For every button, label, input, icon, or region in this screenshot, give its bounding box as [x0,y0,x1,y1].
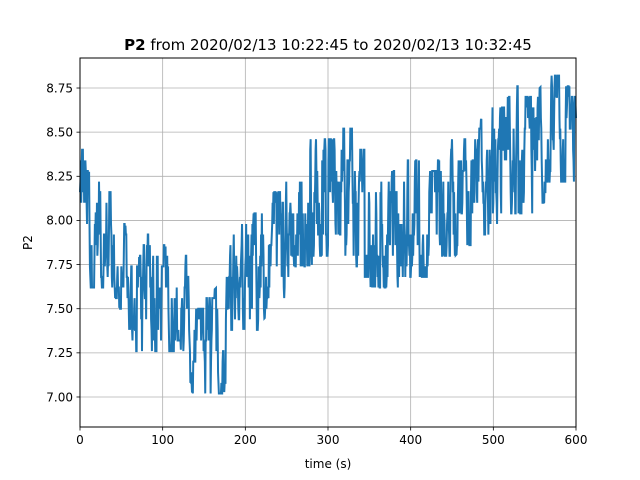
data-series [79,74,577,395]
p2-series-line [79,74,577,395]
y-tick-label: 8.75 [46,81,73,95]
y-tick-label: 7.75 [46,258,73,272]
chart-title: P2 from 2020/02/13 10:22:45 to 2020/02/1… [124,36,532,54]
x-tick-label: 400 [399,433,422,447]
x-tick-label: 600 [565,433,588,447]
x-axis-ticks: 0 100 200 300 400 500 600 [76,427,587,447]
x-tick-label: 300 [317,433,340,447]
y-tick-label: 8.00 [46,214,73,228]
x-tick-label: 100 [151,433,174,447]
x-tick-label: 0 [76,433,84,447]
x-tick-label: 200 [234,433,257,447]
y-tick-label: 7.50 [46,302,73,316]
y-tick-label: 8.25 [46,170,73,184]
grid [79,58,577,427]
y-axis-ticks: 7.00 7.25 7.50 7.75 8.00 8.25 8.50 8.75 [46,81,80,404]
y-tick-label: 7.25 [46,346,73,360]
chart-title-rest: from 2020/02/13 10:22:45 to 2020/02/13 1… [146,36,532,54]
chart-title-bold: P2 [124,36,145,54]
x-axis-label: time (s) [305,457,352,471]
y-tick-label: 7.00 [46,390,73,404]
x-tick-label: 500 [482,433,505,447]
y-axis-label: P2 [21,235,35,250]
y-tick-label: 8.50 [46,125,73,139]
